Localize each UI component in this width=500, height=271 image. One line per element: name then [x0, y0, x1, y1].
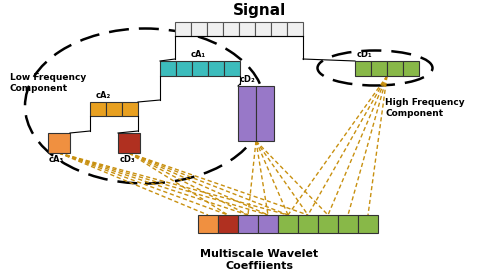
Bar: [238, 86, 256, 141]
Bar: [256, 86, 274, 141]
Bar: [208, 61, 224, 76]
Bar: [255, 22, 271, 36]
Bar: [90, 102, 106, 116]
Bar: [48, 133, 70, 153]
Bar: [298, 215, 318, 233]
Bar: [278, 215, 298, 233]
Text: cD₁: cD₁: [357, 50, 372, 59]
Bar: [218, 215, 238, 233]
Bar: [224, 61, 240, 76]
Bar: [318, 215, 338, 233]
Text: Signal: Signal: [232, 3, 285, 18]
Bar: [122, 102, 138, 116]
Bar: [176, 61, 192, 76]
Bar: [358, 215, 378, 233]
Bar: [239, 22, 255, 36]
Bar: [160, 61, 176, 76]
Bar: [223, 22, 239, 36]
Bar: [191, 22, 207, 36]
Bar: [175, 22, 191, 36]
Bar: [207, 22, 223, 36]
Text: Multiscale Wavelet
Coeffiients: Multiscale Wavelet Coeffiients: [200, 249, 318, 271]
Bar: [355, 61, 371, 76]
Text: High Frequency
Component: High Frequency Component: [385, 98, 464, 118]
Bar: [371, 61, 387, 76]
Bar: [258, 215, 278, 233]
Text: cD₂: cD₂: [240, 75, 256, 84]
Text: cA₃: cA₃: [49, 155, 64, 164]
Bar: [387, 61, 403, 76]
Bar: [403, 61, 419, 76]
Bar: [106, 102, 122, 116]
Bar: [238, 215, 258, 233]
Text: cA₂: cA₂: [96, 91, 111, 100]
Bar: [192, 61, 208, 76]
Text: Low Frequency
Component: Low Frequency Component: [10, 73, 86, 93]
Bar: [118, 133, 140, 153]
Bar: [198, 215, 218, 233]
Bar: [271, 22, 287, 36]
Bar: [287, 22, 303, 36]
Text: cD₃: cD₃: [120, 155, 136, 164]
Text: cA₁: cA₁: [190, 50, 206, 59]
Bar: [338, 215, 358, 233]
